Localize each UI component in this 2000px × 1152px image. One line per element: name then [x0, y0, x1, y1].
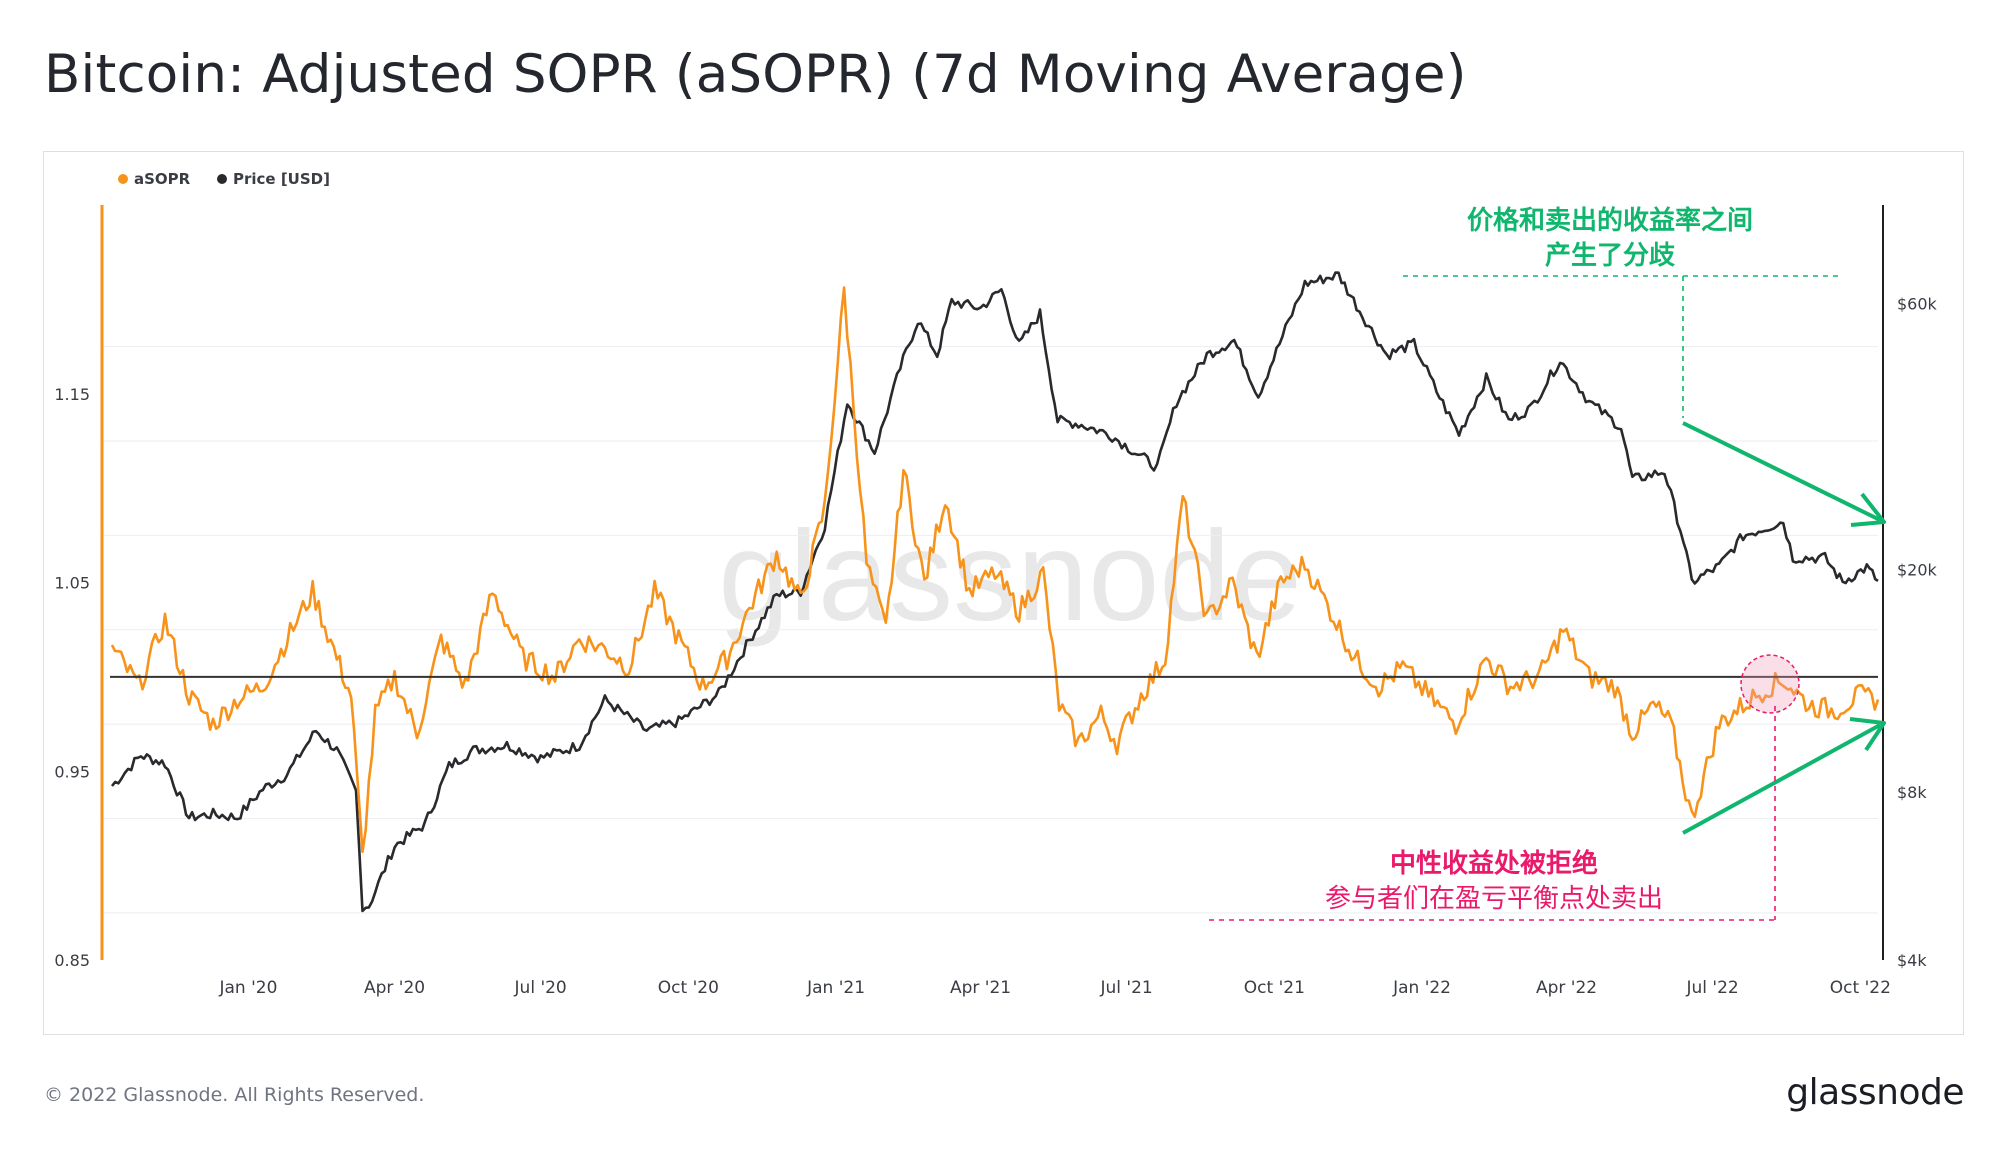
footer-copyright: © 2022 Glassnode. All Rights Reserved. [44, 1084, 425, 1106]
divergence-arrow-up-head [1849, 717, 1886, 752]
x-tick-label: Apr '22 [1536, 978, 1597, 998]
divergence-arrow-down-head [1850, 492, 1886, 527]
divergence-arrow-up [1682, 723, 1881, 835]
rejection-highlight-circle [1740, 654, 1800, 714]
x-tick-label: Jan '22 [1392, 978, 1451, 998]
left-tick-label: 1.05 [54, 574, 90, 593]
divergence-text-line2: 产生了分歧 [1545, 241, 1675, 271]
grid [102, 346, 1878, 914]
x-tick-label: Apr '21 [950, 978, 1011, 998]
x-tick-label: Apr '20 [364, 978, 425, 998]
footer-logo: glassnode [1786, 1072, 1964, 1113]
legend-price-dot [217, 174, 227, 184]
x-axis: Jan '20 Apr '20 Jul '20 Oct '20 Jan '21 Apr '… [219, 978, 1891, 998]
left-tick-label: 0.95 [54, 762, 90, 781]
divergence-annotation: 价格和卖出的收益率之间 产生了分歧 [1403, 205, 1886, 835]
chart-frame [43, 151, 1964, 1035]
asopr-line [110, 286, 1880, 854]
divergence-text-line1: 价格和卖出的收益率之间 [1467, 205, 1753, 236]
right-tick-label: $20k [1897, 561, 1938, 580]
price-line [110, 271, 1879, 913]
x-tick-label: Jul '20 [514, 978, 567, 998]
rejection-annotation: 中性收益处被拒绝 参与者们在盈亏平衡点处卖出 [1209, 654, 1800, 921]
legend-asopr-label: aSOPR [134, 170, 191, 188]
x-tick-label: Jul '22 [1686, 978, 1739, 998]
right-axis: $4k $8k $20k $60k [1897, 294, 1938, 970]
right-tick-label: $60k [1897, 294, 1938, 313]
right-tick-label: $4k [1897, 951, 1927, 970]
legend-price-label: Price [USD] [233, 170, 330, 188]
left-tick-label: 0.85 [54, 951, 90, 970]
series-group [110, 271, 1880, 913]
legend: aSOPR Price [USD] [118, 170, 330, 188]
x-tick-label: Oct '22 [1830, 978, 1891, 998]
x-tick-label: Oct '21 [1244, 978, 1305, 998]
x-tick-label: Oct '20 [658, 978, 719, 998]
watermark: glassnode [718, 505, 1302, 648]
x-tick-label: Jan '21 [806, 978, 865, 998]
x-tick-label: Jan '20 [219, 978, 278, 998]
rejection-text-line1: 中性收益处被拒绝 [1390, 848, 1598, 879]
right-tick-label: $8k [1897, 783, 1927, 802]
left-axis: 0.85 0.95 1.05 1.15 [54, 385, 90, 970]
x-tick-label: Jul '21 [1100, 978, 1153, 998]
page-title: Bitcoin: Adjusted SOPR (aSOPR) (7d Movin… [44, 44, 1467, 105]
divergence-arrow-down [1682, 421, 1881, 522]
legend-asopr-dot [118, 174, 128, 184]
left-tick-label: 1.15 [54, 385, 90, 404]
rejection-text-line2: 参与者们在盈亏平衡点处卖出 [1325, 884, 1663, 914]
